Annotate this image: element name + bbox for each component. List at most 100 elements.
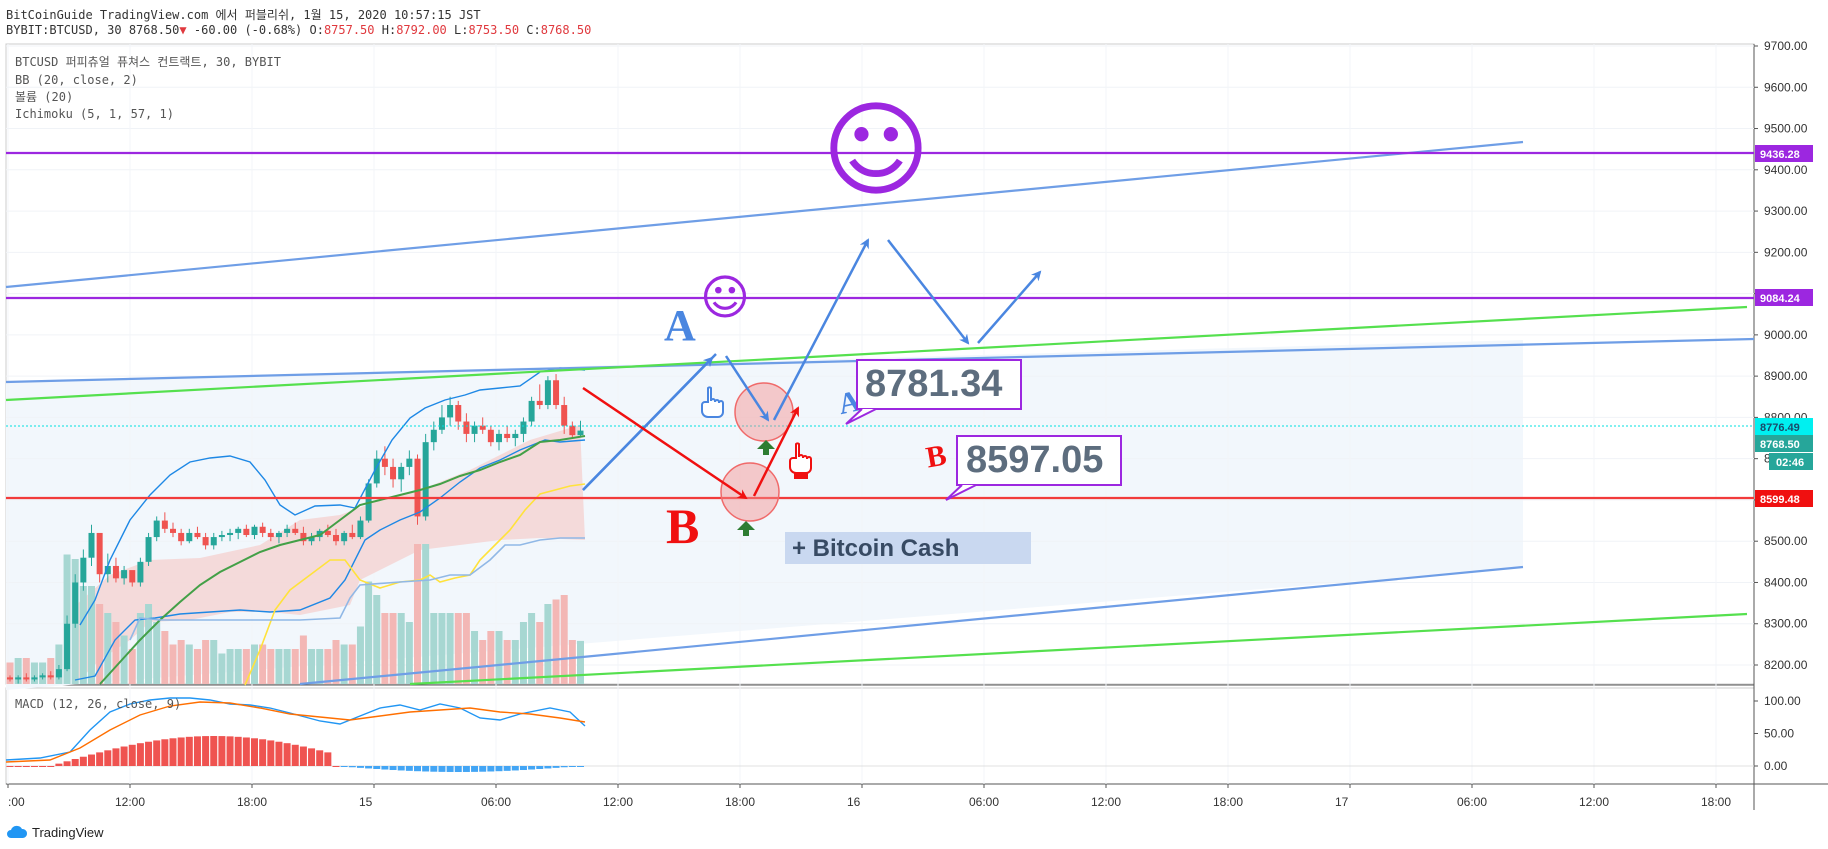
volume-bar <box>14 658 22 684</box>
macd-hist-bar <box>462 766 470 772</box>
macd-hist-bar <box>283 743 291 766</box>
callout-b[interactable]: 8597.05 <box>945 435 1122 501</box>
legend-macd[interactable]: MACD (12, 26, close, 9) <box>15 697 181 711</box>
macd-hist-bar <box>324 752 332 766</box>
macd-hist-bar <box>568 766 576 767</box>
macd-hist-bar <box>169 738 177 766</box>
macd-hist-bar <box>88 754 95 766</box>
macd-hist-bar <box>511 766 519 771</box>
price-axis-panel[interactable] <box>1754 44 1826 784</box>
up-arrow-icon <box>757 440 775 455</box>
callout-a-value: 8781.34 <box>865 363 1002 405</box>
macd-hist-bar <box>397 766 405 771</box>
price-gridlines <box>6 44 1754 784</box>
volume-bar <box>462 613 470 684</box>
candle-body <box>512 433 519 439</box>
macd-hist-bar <box>14 766 22 767</box>
volume-bar <box>226 649 234 684</box>
volume-bar <box>161 631 169 684</box>
candle-body <box>88 532 95 558</box>
volume-bar <box>446 613 454 684</box>
volume-bar <box>414 544 421 684</box>
macd-hist-bar <box>446 766 454 772</box>
scenario-b-drop <box>582 386 748 500</box>
legend-volume[interactable]: 볼륨 (20) <box>15 90 73 104</box>
candle-body <box>104 565 111 575</box>
macd-hist-bar <box>487 766 495 772</box>
chart-canvas[interactable]: 9700.00 9600.00 9500.00 9400.00 9300.00 9200.… <box>0 0 1828 820</box>
bb-lower-line <box>74 439 586 681</box>
macd-hist-bar <box>519 766 527 771</box>
candle-body <box>398 466 405 480</box>
macd-hist-bar <box>577 766 584 767</box>
candle-body <box>504 433 511 439</box>
macd-hist-bar <box>22 766 30 767</box>
macd-hist-bar <box>71 758 79 766</box>
legend-title[interactable]: BTCUSD 퍼피츄얼 퓨쳐스 컨트랙트, 30, BYBIT <box>15 55 281 69</box>
ichimoku-lagging-line <box>244 483 586 686</box>
footer-brand[interactable]: TradingView <box>6 822 104 842</box>
callout-a[interactable]: 8781.34 <box>845 359 1022 425</box>
candle-body <box>145 537 152 562</box>
volume-bar <box>234 649 242 684</box>
price-tick-label: 9700.00 <box>1764 39 1808 53</box>
macd-tick-label: 50.00 <box>1764 727 1794 741</box>
legend-bb[interactable]: BB (20, close, 2) <box>15 73 138 87</box>
volume-bar <box>55 644 63 684</box>
volume-bar <box>169 644 177 684</box>
macd-signal-line <box>5 701 586 763</box>
legend-ichimoku[interactable]: Ichimoku (5, 1, 57, 1) <box>15 107 174 121</box>
volume-bar <box>552 599 560 684</box>
green-upper-trend <box>5 305 1748 402</box>
candle-body <box>536 400 543 406</box>
macd-hist-bar <box>251 738 258 766</box>
macd-hist-bar <box>471 766 479 772</box>
macd-hist-bar <box>267 740 275 766</box>
candle-body <box>496 433 502 443</box>
bitcoin-cash-note[interactable] <box>785 532 1031 564</box>
time-tick-label: 18:00 <box>725 795 755 809</box>
time-tick-label: 12:00 <box>1579 795 1609 809</box>
volume-bar <box>495 631 503 684</box>
macd-hist-bar <box>6 766 14 767</box>
candle-body <box>72 582 79 624</box>
close-value: 8768.50 <box>540 23 592 37</box>
volume-bar <box>356 626 364 684</box>
tradingview-cloud-icon <box>7 825 28 838</box>
volume-bar <box>185 644 193 684</box>
volume-bar <box>88 586 95 684</box>
macd-hist-bar <box>544 766 552 769</box>
candle-body <box>15 677 22 680</box>
low-label: L: <box>454 23 469 37</box>
candle-body <box>455 405 462 422</box>
macd-hist-bar <box>161 739 169 766</box>
macd-pane[interactable] <box>5 687 1755 785</box>
label-b: B <box>666 498 699 554</box>
macd-hist-bar <box>552 766 560 768</box>
svg-text:9436.28: 9436.28 <box>1760 149 1800 161</box>
scenario-a-continue <box>977 270 1042 344</box>
volume-bar <box>145 604 153 684</box>
time-tick-label: 12:00 <box>1091 795 1121 809</box>
volume-bar <box>47 658 55 684</box>
candle-body <box>349 532 356 538</box>
candle-body <box>324 530 331 536</box>
candle-body <box>275 532 282 538</box>
macd-hist-bar <box>560 766 568 768</box>
volume-bar <box>291 649 299 684</box>
volume-bar <box>430 613 438 684</box>
svg-text:02:46: 02:46 <box>1776 457 1804 469</box>
symbol-label[interactable]: BYBIT:BTCUSD, 30 <box>6 23 122 37</box>
volume-bar <box>560 595 568 684</box>
candle-body <box>569 425 576 436</box>
volume-bar <box>487 631 495 684</box>
macd-hist-bar <box>332 766 340 767</box>
macd-hist-bar <box>30 766 38 767</box>
macd-hist-bar <box>96 752 104 766</box>
volume-bar <box>397 613 405 684</box>
candle-body <box>422 442 429 517</box>
svg-text:9084.24: 9084.24 <box>1760 293 1801 305</box>
volume-bar <box>30 662 38 684</box>
time-tick-label: 15 <box>359 795 373 809</box>
symbol-ohlc-bar: BYBIT:BTCUSD, 30 8768.50▼ -60.00 (-0.68%… <box>6 23 591 37</box>
